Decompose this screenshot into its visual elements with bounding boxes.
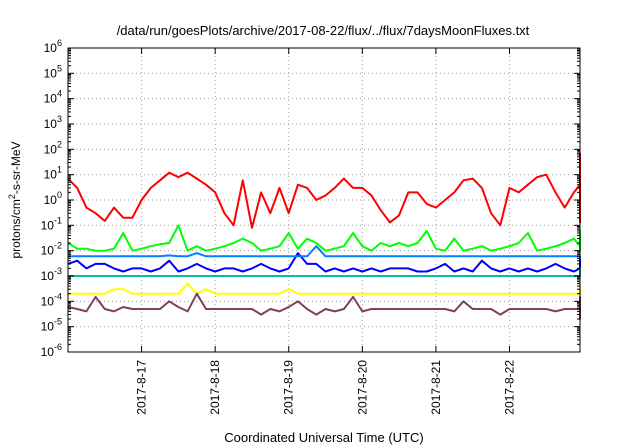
y-tick-exponent: 5 [57, 63, 62, 73]
y-tick-exponent: 1 [57, 165, 62, 175]
y-axis-label: protons/cm2-s-sr-MeV [7, 141, 23, 258]
series-line-7 [67, 292, 581, 320]
y-tick-label: 10-4 [41, 291, 62, 308]
y-tick-exponent: -4 [54, 291, 62, 301]
x-tick-label: 2017-8-19 [282, 360, 296, 415]
x-tick-label: 2017-8-21 [429, 360, 443, 415]
y-tick-label: 10-3 [41, 266, 62, 283]
y-axis-ticks: 10-610-510-410-310-210-11001011021031041… [41, 38, 580, 359]
y-tick-exponent: 4 [57, 89, 62, 99]
y-tick-exponent: 6 [57, 38, 62, 48]
y-tick-label: 10-5 [41, 317, 62, 334]
y-axis-label-sup: 2 [7, 194, 17, 199]
series-line-5 [68, 267, 581, 277]
y-tick-exponent: -3 [54, 266, 62, 276]
x-tick-label: 2017-8-18 [208, 360, 222, 415]
y-tick-exponent: -5 [54, 317, 62, 327]
chart-title: /data/run/goesPlots/archive/2017-08-22/f… [117, 23, 530, 38]
y-tick-base: 10 [44, 92, 58, 106]
x-axis-label: Coordinated Universal Time (UTC) [224, 430, 423, 445]
series-line-1 [67, 152, 581, 229]
y-tick-base: 10 [44, 168, 58, 182]
y-tick-label: 10-1 [41, 215, 62, 232]
series-layer [67, 152, 581, 320]
y-tick-label: 102 [44, 139, 62, 156]
y-tick-exponent: -2 [54, 241, 62, 251]
y-tick-label: 104 [44, 89, 62, 106]
y-tick-exponent: 0 [57, 190, 62, 200]
y-tick-label: 101 [44, 165, 62, 182]
y-tick-base: 10 [44, 142, 58, 156]
y-tick-label: 106 [44, 38, 62, 55]
series-line-6 [68, 282, 581, 295]
series-line-4 [68, 245, 581, 260]
y-tick-base: 10 [44, 193, 58, 207]
y-axis-label-pre: protons/cm [9, 199, 23, 258]
series-line-2 [67, 224, 581, 252]
y-tick-base: 10 [41, 345, 55, 359]
x-tick-label: 2017-8-22 [502, 360, 516, 415]
y-tick-base: 10 [44, 41, 58, 55]
y-tick-base: 10 [41, 269, 55, 283]
y-tick-base: 10 [41, 244, 55, 258]
x-axis-ticks: 2017-8-17 2017-8-18 2017-8-19 2017-8-20 2017… [135, 48, 516, 415]
y-tick-label: 105 [44, 63, 62, 80]
y-tick-base: 10 [44, 66, 58, 80]
y-tick-base: 10 [44, 117, 58, 131]
y-tick-label: 100 [44, 190, 62, 207]
y-tick-label: 103 [44, 114, 62, 131]
grid [68, 48, 580, 352]
x-tick-label: 2017-8-17 [135, 360, 149, 415]
y-tick-label: 10-6 [41, 342, 62, 359]
y-tick-base: 10 [41, 218, 55, 232]
y-tick-base: 10 [41, 320, 55, 334]
y-tick-exponent: 2 [57, 139, 62, 149]
y-tick-base: 10 [41, 294, 55, 308]
y-tick-exponent: -1 [54, 215, 62, 225]
y-tick-exponent: -6 [54, 342, 62, 352]
y-axis-label-post: -s-sr-MeV [9, 141, 23, 194]
y-tick-exponent: 3 [57, 114, 62, 124]
y-tick-label: 10-2 [41, 241, 62, 258]
x-tick-label: 2017-8-20 [355, 360, 369, 415]
